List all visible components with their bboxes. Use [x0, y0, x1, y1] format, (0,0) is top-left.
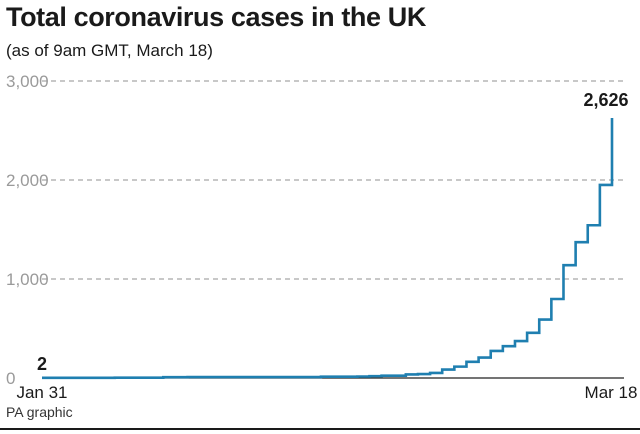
x-tick-label-end: Mar 18	[585, 383, 638, 400]
y-tick-label: 3,000	[6, 72, 49, 91]
y-tick-label: 1,000	[6, 270, 49, 289]
y-tick-labels: 0 1,000 2,000 3,000	[6, 72, 49, 388]
chart-subtitle: (as of 9am GMT, March 18)	[6, 41, 213, 60]
y-tick-label: 2,000	[6, 171, 49, 190]
bottom-divider	[0, 428, 640, 430]
source-credit: PA graphic	[6, 404, 73, 420]
data-labels: 2 2,626	[37, 90, 629, 374]
start-value-label: 2	[37, 354, 47, 374]
series-line	[42, 118, 614, 380]
x-tick-label-start: Jan 31	[16, 383, 67, 400]
series	[42, 118, 614, 380]
x-tick-labels: Jan 31 Mar 18	[16, 383, 637, 400]
line-chart: 0 1,000 2,000 3,000 Jan 31 Mar 18 2 2,626	[6, 72, 637, 400]
end-value-label: 2,626	[583, 90, 628, 110]
y-tick-label: 0	[6, 369, 15, 388]
chart-title: Total coronavirus cases in the UK	[6, 2, 426, 32]
